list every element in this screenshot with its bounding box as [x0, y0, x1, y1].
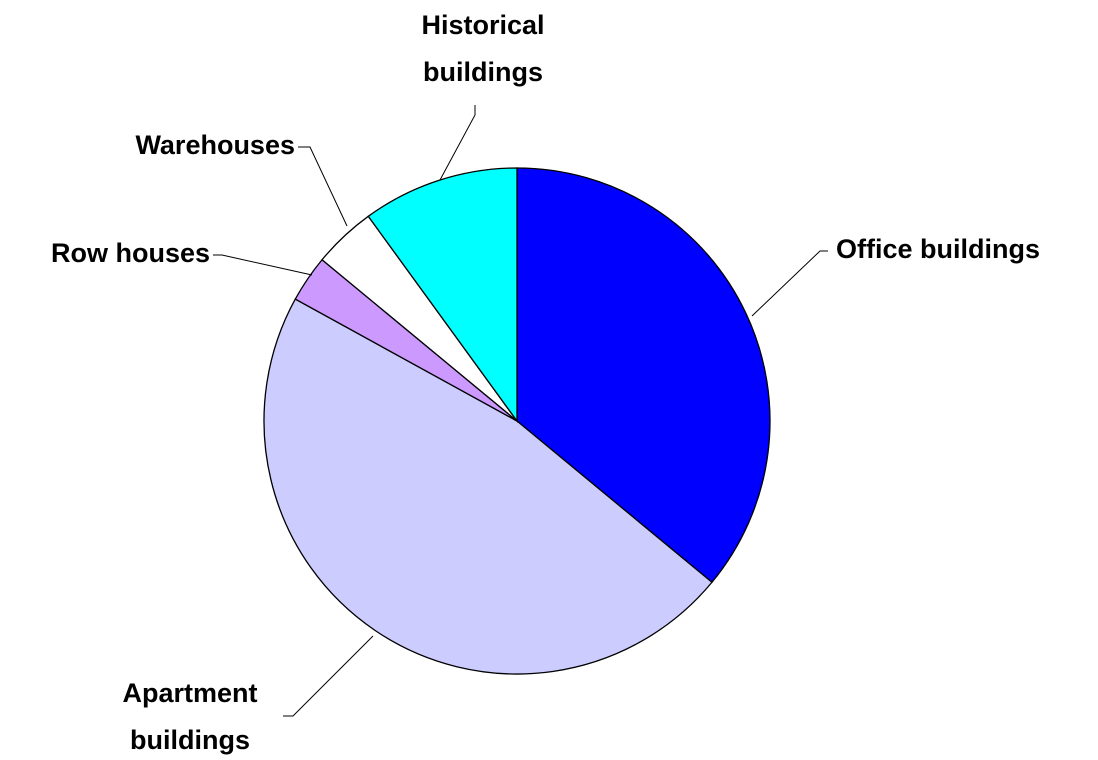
pie-slice: [367, 167, 518, 424]
labels: Office buildings Apartment buildings Row ho…: [51, 10, 1040, 755]
leader-line: [213, 254, 313, 276]
leader-line: [751, 250, 828, 317]
slice-label: Historical buildings: [421, 10, 544, 87]
leader-line: [283, 635, 374, 717]
pie: [263, 167, 771, 675]
slice-label: Warehouses: [135, 130, 295, 160]
pie-slice: [263, 298, 713, 675]
slice-label: Row houses: [51, 238, 210, 268]
leader-line: [439, 105, 476, 181]
pie-slice: [516, 167, 771, 584]
slice-label: Office buildings: [836, 234, 1040, 264]
leader-line: [298, 146, 348, 227]
slice-label: Apartment buildings: [122, 678, 257, 755]
